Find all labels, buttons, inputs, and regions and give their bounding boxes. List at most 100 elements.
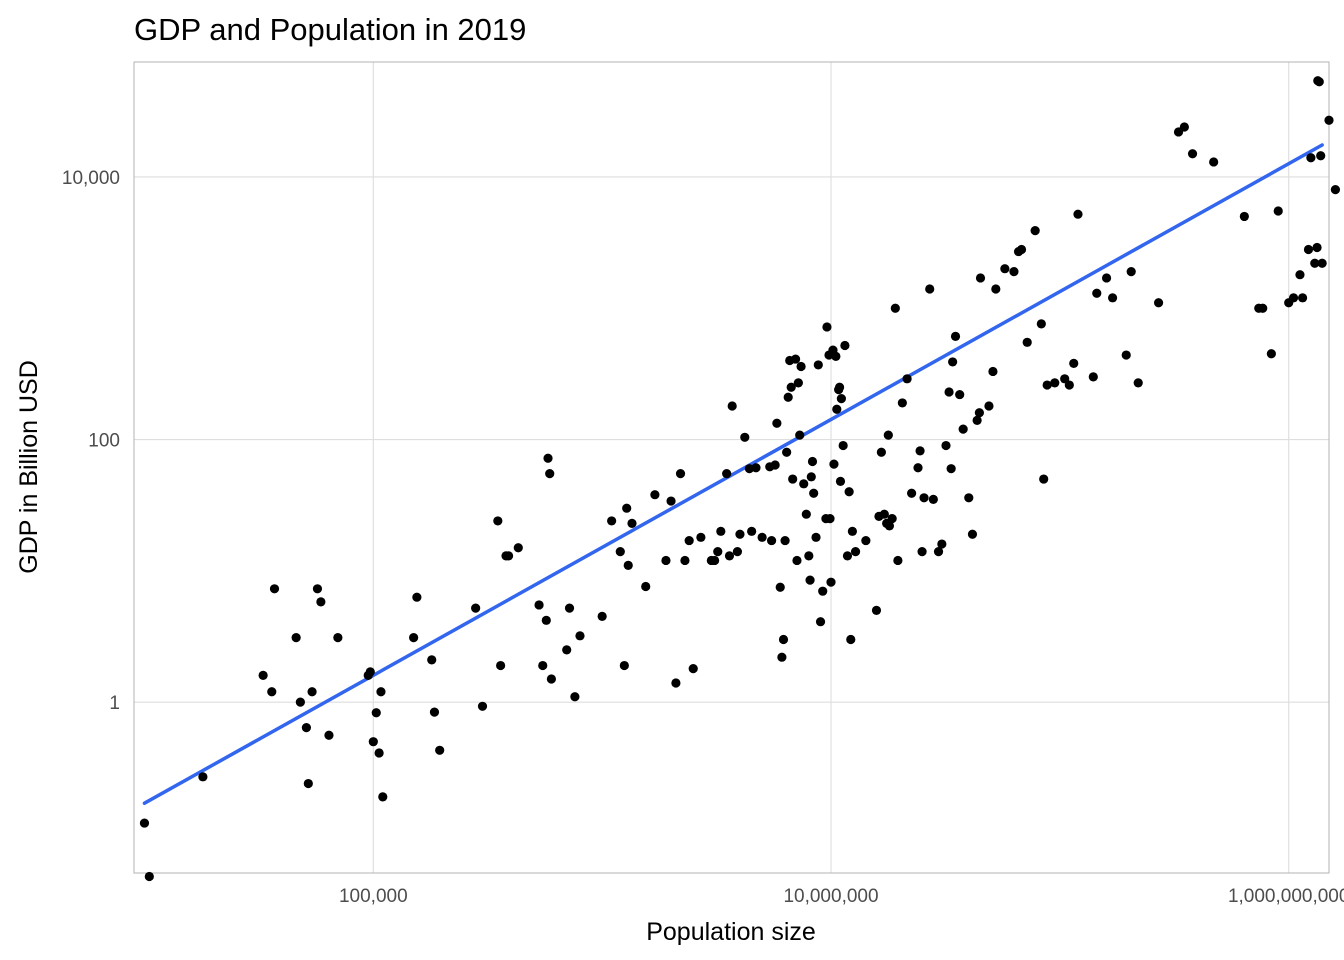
data-point <box>793 378 803 388</box>
data-point <box>747 526 757 536</box>
data-point <box>1039 474 1049 484</box>
data-point <box>933 547 944 557</box>
data-point <box>1064 380 1074 390</box>
data-point <box>775 582 785 592</box>
x-tick-label: 10,000,000 <box>783 886 878 907</box>
data-point <box>477 701 488 711</box>
data-point <box>838 440 848 451</box>
data-point <box>1310 258 1320 268</box>
data-point <box>1209 157 1219 167</box>
data-point <box>883 430 893 440</box>
data-point <box>710 555 720 566</box>
data-point <box>324 730 334 740</box>
data-point <box>301 723 311 733</box>
data-point <box>825 513 835 524</box>
data-point <box>727 401 737 411</box>
data-point <box>412 592 422 602</box>
data-point <box>546 674 556 684</box>
data-point <box>832 404 842 414</box>
data-point <box>376 687 386 697</box>
data-point <box>378 792 388 802</box>
data-point <box>871 605 882 615</box>
data-point <box>913 463 923 473</box>
plot-panel <box>133 61 1330 874</box>
data-point <box>907 488 917 498</box>
data-point <box>795 430 805 440</box>
data-point <box>666 496 676 506</box>
data-point <box>641 581 651 592</box>
data-point <box>724 551 735 561</box>
data-point <box>834 382 845 392</box>
data-point <box>1314 77 1324 87</box>
data-point <box>846 634 856 645</box>
data-point <box>1030 226 1040 236</box>
data-point <box>368 737 378 747</box>
data-point <box>543 453 553 463</box>
data-point <box>786 382 796 392</box>
data-point <box>782 447 792 457</box>
data-point <box>716 526 726 536</box>
x-tick-label: 100,000 <box>339 886 408 907</box>
data-point <box>902 374 912 384</box>
data-point <box>365 667 375 677</box>
data-point <box>144 871 154 882</box>
data-point <box>928 494 938 505</box>
data-point <box>806 472 816 482</box>
data-point <box>1330 185 1341 195</box>
data-point <box>139 818 150 828</box>
data-point <box>597 611 607 621</box>
data-point <box>842 551 853 561</box>
data-point <box>796 361 806 372</box>
data-point <box>1266 349 1276 359</box>
data-point <box>661 555 671 566</box>
data-point <box>675 469 686 479</box>
data-point <box>988 366 998 377</box>
data-point <box>1239 211 1249 222</box>
data-point <box>1297 293 1308 303</box>
data-point <box>269 584 280 594</box>
data-point <box>984 401 994 411</box>
data-point <box>1107 293 1118 303</box>
data-point <box>1092 288 1102 298</box>
data-point <box>772 418 782 428</box>
data-point <box>680 555 690 566</box>
data-point <box>1036 319 1046 329</box>
data-point <box>972 415 982 425</box>
data-point <box>829 459 839 469</box>
data-point <box>835 476 846 486</box>
data-point <box>1073 209 1083 219</box>
data-point <box>307 687 317 697</box>
data-point <box>950 331 961 342</box>
data-point <box>967 529 978 539</box>
data-point <box>732 547 743 557</box>
data-point <box>879 509 889 519</box>
data-point <box>1126 267 1136 277</box>
data-point <box>975 273 986 283</box>
data-point <box>792 555 802 566</box>
data-point <box>671 678 681 688</box>
y-tick-label: 1 <box>109 693 120 714</box>
data-point <box>777 652 787 662</box>
data-point <box>713 547 723 557</box>
data-point <box>946 464 956 474</box>
data-point <box>570 692 580 702</box>
data-point <box>684 535 694 546</box>
data-point <box>925 284 935 294</box>
data-point <box>1022 337 1032 347</box>
data-point <box>958 424 968 434</box>
data-point <box>1312 242 1322 253</box>
data-point <box>615 547 625 557</box>
data-point <box>503 551 514 561</box>
data-point <box>840 340 850 351</box>
data-point <box>295 697 305 707</box>
data-point <box>1273 206 1283 216</box>
data-point <box>1306 153 1316 163</box>
data-point <box>722 469 732 479</box>
data-point <box>564 603 575 613</box>
data-point <box>333 633 343 643</box>
data-point <box>575 631 585 641</box>
data-point <box>801 509 811 519</box>
data-point <box>619 660 629 671</box>
y-axis-label: GDP in Billion USD <box>15 360 43 574</box>
grid <box>134 62 1329 873</box>
